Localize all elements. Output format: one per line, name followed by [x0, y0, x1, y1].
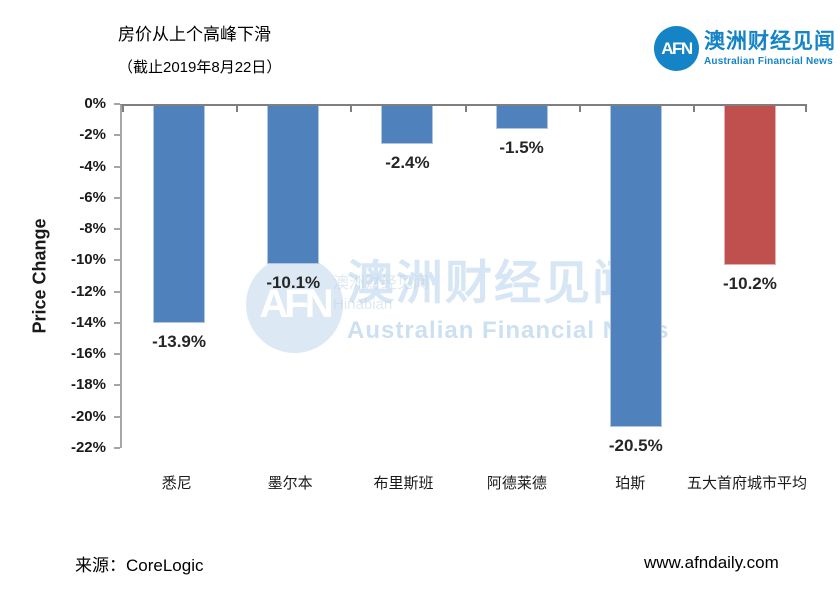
bar-slot-5: -10.2%	[693, 106, 807, 448]
bar-5	[723, 106, 776, 266]
y-tick-mark	[114, 134, 120, 137]
bar-data-label: -10.2%	[723, 274, 777, 294]
y-tick-label: -18%	[70, 376, 106, 394]
bar-4	[609, 106, 662, 427]
bar-1	[267, 106, 320, 264]
bar-slot-3: -1.5%	[465, 106, 579, 448]
y-tick-mark	[114, 415, 120, 418]
x-tick-mark	[578, 104, 581, 112]
bar-data-label: -1.5%	[499, 138, 544, 158]
y-tick-mark	[114, 165, 120, 168]
y-tick-mark	[114, 259, 120, 262]
chart-title: 房价从上个高峰下滑	[118, 25, 271, 44]
bar-slot-1: -10.1%	[236, 106, 350, 448]
x-axis-labels: 悉尼 墨尔本 布里斯班 阿德莱德 珀斯 五大首府城市平均	[120, 472, 807, 493]
y-tick-label: -20%	[70, 407, 106, 425]
bar-0	[153, 106, 206, 324]
afn-logo: AFN 澳洲财经见闻 Australian Financial News	[654, 26, 836, 71]
bar-slot-4: -20.5%	[579, 106, 693, 455]
watermark-ghost-zh: 澳洲财经见闻	[333, 275, 430, 292]
y-tick-label: 0%	[84, 95, 106, 112]
y-tick-label: -16%	[70, 345, 106, 363]
logo-name-en: Australian Financial News	[704, 56, 833, 68]
watermark-ghost-en: Hinabian	[333, 295, 393, 313]
x-tick-mark	[464, 104, 467, 112]
watermark-ghost: 澳洲财经见闻 Hinabian	[333, 274, 429, 314]
y-tick-mark	[114, 353, 120, 356]
logo-name-zh: 澳洲财经见闻	[704, 29, 836, 53]
x-tick-mark	[122, 104, 124, 112]
x-tick-mark	[805, 104, 807, 112]
watermark-afn-icon: AFN	[246, 256, 343, 353]
x-category-label: 阿德莱德	[486, 475, 547, 492]
y-tick-mark	[114, 196, 120, 199]
bar-2	[381, 106, 434, 144]
website-url: www.afndaily.com	[644, 553, 779, 572]
y-axis: 0% -2% -4% -6% -8% -10% -12% -14% -16% -18% -20% -2…	[0, 95, 120, 456]
afn-logo-text: 澳洲财经见闻 Australian Financial News	[704, 30, 836, 67]
y-tick-mark	[114, 103, 120, 105]
y-tick-label: -8%	[79, 220, 106, 238]
y-tick-mark	[114, 447, 120, 449]
source-note: 来源：CoreLogic	[75, 556, 204, 575]
x-tick-mark	[236, 104, 239, 112]
y-tick-label: -12%	[70, 282, 106, 300]
bar-data-label: -10.1%	[266, 272, 321, 292]
bar-data-label: -20.5%	[608, 435, 663, 455]
x-category-label: 珀斯	[615, 475, 646, 492]
x-tick-mark	[692, 104, 695, 112]
bar-slot-2: -2.4%	[350, 106, 464, 448]
x-category-label: 布里斯班	[373, 475, 434, 492]
plot-area: -13.9% -10.1% -2.4% -1.5% -20.5% -10.2%	[120, 104, 807, 455]
y-tick-label: -4%	[79, 157, 106, 175]
y-tick-label: -10%	[70, 251, 106, 269]
y-tick-mark	[114, 321, 120, 324]
x-category-label: 墨尔本	[267, 475, 313, 492]
bar-3	[495, 106, 548, 130]
watermark-name-zh: 澳洲财经见闻	[347, 256, 641, 309]
y-tick-mark	[114, 384, 120, 387]
x-category-label: 悉尼	[161, 475, 192, 492]
y-tick-label: -22%	[70, 439, 106, 456]
y-tick-mark	[114, 228, 120, 231]
x-category-label: 五大首府城市平均	[686, 475, 807, 492]
title-block: 房价从上个高峰下滑 （截止2019年8月22日）	[118, 20, 281, 77]
bar-slot-0: -13.9%	[122, 106, 236, 448]
y-tick-mark	[114, 290, 120, 293]
bar-data-label: -13.9%	[152, 332, 207, 352]
y-tick-label: -2%	[79, 126, 106, 144]
y-tick-label: -14%	[70, 313, 106, 331]
x-tick-mark	[350, 104, 353, 112]
bar-data-label: -2.4%	[385, 152, 430, 172]
chart-subtitle: （截止2019年8月22日）	[118, 59, 282, 76]
y-tick-label: -6%	[79, 188, 106, 206]
afn-logo-icon: AFN	[654, 26, 699, 71]
